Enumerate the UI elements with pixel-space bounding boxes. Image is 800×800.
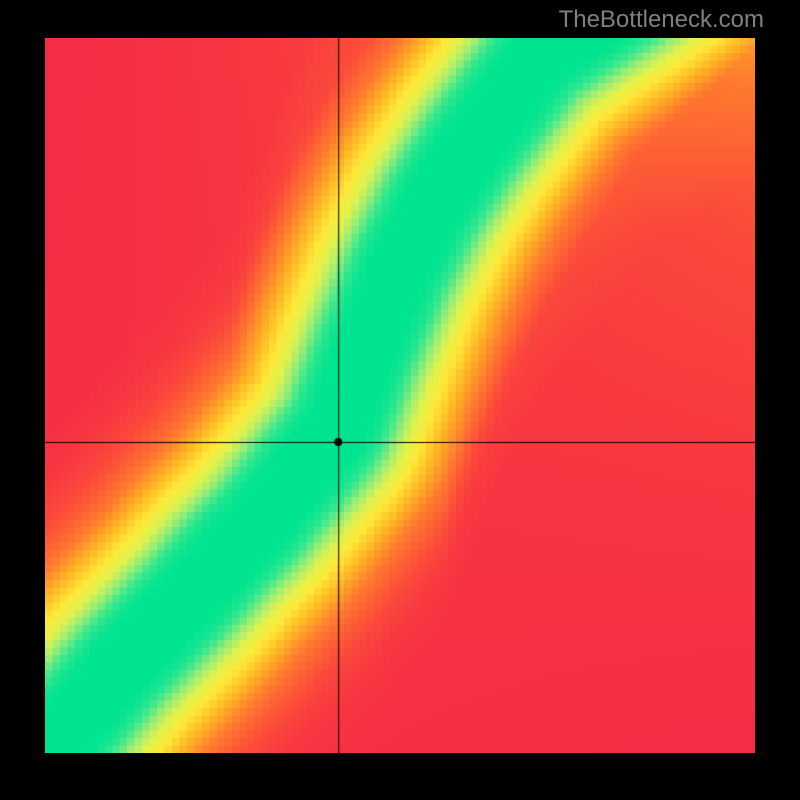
watermark-text: TheBottleneck.com xyxy=(559,6,764,34)
chart-container: TheBottleneck.com xyxy=(0,0,800,800)
crosshair-overlay xyxy=(45,38,755,753)
